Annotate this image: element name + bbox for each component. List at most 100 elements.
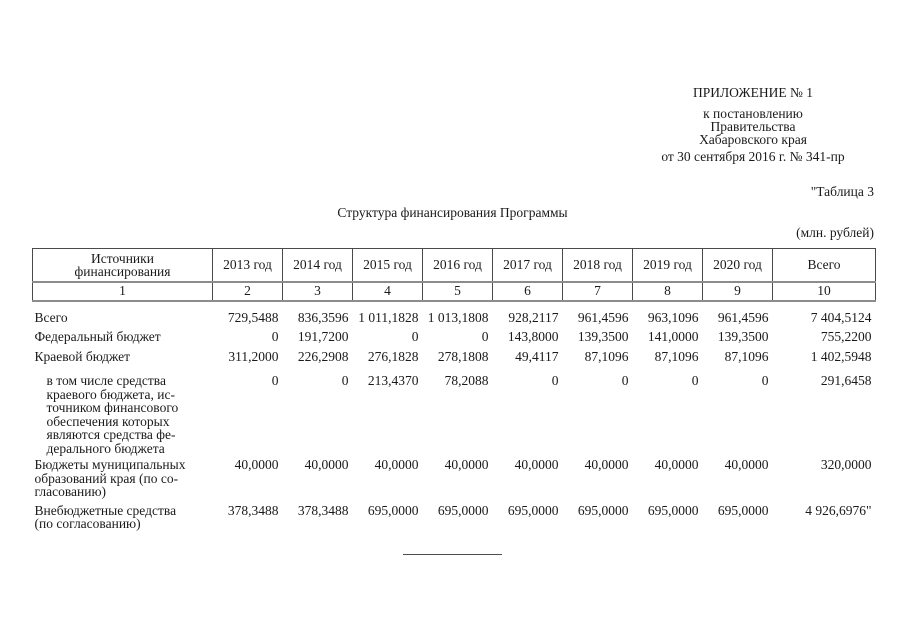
value-cell: 0	[551, 373, 559, 388]
value-cell: 695,0000	[717, 502, 769, 518]
value-cell: 320,0000	[820, 457, 872, 472]
column-index-cell: 2	[212, 281, 283, 302]
appendix-line-government: Правительства	[710, 119, 796, 134]
value-cell: 278,1808	[437, 348, 489, 364]
appendix-line-region: Хабаровского края	[699, 132, 807, 147]
value-cell: 695,0000	[577, 502, 629, 518]
value-cell: 139,3500	[717, 329, 769, 344]
value-cell: 40,0000	[514, 457, 559, 472]
table-row-municipal-budgets: Бюджеты муниципальных образований края (…	[33, 455, 876, 499]
appendix-line-to: к постановлению	[703, 106, 803, 121]
value-cell: 49,4117	[515, 348, 559, 364]
column-index-cell: 8	[632, 281, 703, 302]
value-cell: 1 013,1808	[427, 309, 489, 325]
financing-table: Источники финансирования 2013 год 2014 г…	[32, 248, 876, 531]
footnote-rule	[403, 554, 502, 555]
column-header-total: Всего	[772, 248, 876, 283]
appendix-title: ПРИЛОЖЕНИЕ № 1	[692, 85, 814, 100]
value-cell: 40,0000	[584, 457, 629, 472]
value-cell: 40,0000	[374, 457, 419, 472]
value-cell: 0	[691, 373, 699, 388]
value-cell: 311,2000	[228, 348, 279, 364]
value-cell: 226,2908	[297, 348, 349, 364]
row-label: Бюджеты муниципальных образований края (…	[34, 457, 186, 499]
column-header-2014: 2014 год	[282, 248, 353, 283]
value-cell: 0	[341, 373, 349, 388]
row-label: Краевой бюджет	[34, 348, 131, 364]
value-cell: 695,0000	[647, 502, 699, 518]
value-cell: 0	[481, 329, 489, 344]
value-cell: 40,0000	[304, 457, 349, 472]
table-row-regional-budget: Краевой бюджет 311,2000 226,2908 276,182…	[33, 344, 876, 364]
column-header-2018: 2018 год	[562, 248, 633, 283]
value-cell: 928,2117	[508, 309, 559, 325]
value-cell: 1 011,1828	[358, 309, 419, 325]
table-row-regional-budget-federal-sourced: в том числе средства краевого бюджета, и…	[33, 363, 876, 455]
column-index-cell: 6	[492, 281, 563, 302]
value-cell: 695,0000	[367, 502, 419, 518]
value-cell: 755,2200	[820, 329, 872, 344]
value-cell: 291,6458	[820, 373, 872, 388]
value-cell: 78,2088	[444, 373, 489, 388]
table-row-federal-budget: Федеральный бюджет 0 191,7200 0 0 143,80…	[33, 324, 876, 344]
value-cell: 0	[271, 373, 279, 388]
column-index-cell: 4	[352, 281, 423, 302]
value-cell: 1 402,5948	[810, 348, 872, 364]
row-label: Внебюджетные средства (по согласованию)	[34, 502, 177, 531]
value-cell: 695,0000	[437, 502, 489, 518]
table-number-label: "Таблица 3	[810, 184, 874, 199]
appendix-block: ПРИЛОЖЕНИЕ № 1 к постановлению Правитель…	[601, 85, 905, 164]
value-cell: 729,5488	[227, 309, 279, 325]
table-row-extrabudgetary-funds: Внебюджетные средства (по согласованию) …	[33, 499, 876, 531]
value-cell: 378,3488	[297, 502, 349, 518]
value-cell: 40,0000	[654, 457, 699, 472]
value-cell: 0	[761, 373, 769, 388]
row-label: в том числе средства краевого бюджета, и…	[46, 373, 179, 456]
value-cell: 191,7200	[297, 329, 349, 344]
column-header-2017: 2017 год	[492, 248, 563, 283]
value-cell: 0	[411, 329, 419, 344]
column-header-sources: Источники финансирования	[32, 248, 213, 283]
row-label: Федеральный бюджет	[34, 329, 161, 344]
column-index-cell: 10	[772, 281, 876, 302]
units-label: (млн. рублей)	[796, 225, 874, 240]
value-cell: 378,3488	[227, 502, 279, 518]
column-index-cell: 9	[702, 281, 773, 302]
value-cell: 7 404,5124	[810, 309, 872, 325]
value-cell: 0	[621, 373, 629, 388]
value-cell: 963,1096	[647, 309, 699, 325]
value-cell: 87,1096	[724, 348, 769, 364]
value-cell: 0	[271, 329, 279, 344]
column-index-cell: 5	[422, 281, 493, 302]
column-index-cell: 3	[282, 281, 353, 302]
table-row-total: Всего 729,5488 836,3596 1 011,1828 1 013…	[33, 301, 876, 325]
value-cell: 836,3596	[297, 309, 349, 325]
value-cell: 276,1828	[367, 348, 419, 364]
column-header-2020: 2020 год	[702, 248, 773, 283]
value-cell: 695,0000	[507, 502, 559, 518]
appendix-line-date: от 30 сентября 2016 г. № 341-пр	[661, 149, 845, 164]
value-cell: 40,0000	[234, 457, 279, 472]
value-cell: 40,0000	[724, 457, 769, 472]
document-title: Структура финансирования Программы	[337, 205, 568, 220]
column-index-cell: 1	[32, 281, 213, 302]
column-header-2013: 2013 год	[212, 248, 283, 283]
column-index-row: 1 2 3 4 5 6 7 8 9 10	[32, 281, 876, 302]
column-header-2016: 2016 год	[422, 248, 493, 283]
value-cell: 213,4370	[367, 373, 419, 388]
value-cell: 961,4596	[717, 309, 769, 325]
column-header-2015: 2015 год	[352, 248, 423, 283]
value-cell: 87,1096	[654, 348, 699, 364]
table-header-row: Источники финансирования 2013 год 2014 г…	[32, 248, 876, 283]
value-cell: 87,1096	[584, 348, 629, 364]
value-cell: 139,3500	[577, 329, 629, 344]
value-cell: 40,0000	[444, 457, 489, 472]
value-cell: 4 926,6976"	[805, 502, 872, 518]
value-cell: 143,8000	[507, 329, 559, 344]
row-label: Всего	[34, 309, 68, 325]
column-header-2019: 2019 год	[632, 248, 703, 283]
column-index-cell: 7	[562, 281, 633, 302]
value-cell: 961,4596	[577, 309, 629, 325]
value-cell: 141,0000	[647, 329, 699, 344]
